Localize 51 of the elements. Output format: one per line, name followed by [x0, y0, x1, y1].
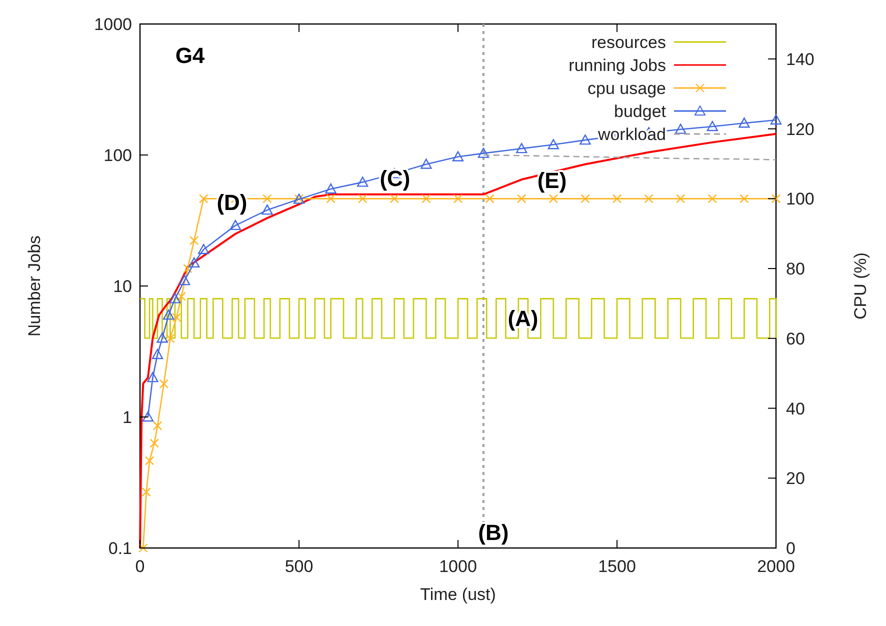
point [452, 151, 464, 162]
y2-tick-label: 60 [786, 329, 805, 348]
point [357, 176, 368, 187]
point [738, 118, 750, 128]
y-tick-label: 100 [104, 146, 132, 165]
x-tick-label: 1000 [439, 557, 477, 576]
legend-label: resources [591, 33, 666, 52]
y-tick-label: 10 [113, 277, 132, 296]
point [152, 348, 164, 360]
y2-axis-title: CPU (%) [851, 252, 870, 320]
x-axis-title: Time (ust) [420, 585, 496, 604]
x-tick-label: 500 [284, 557, 314, 576]
ref-line-label: (B) [478, 520, 509, 545]
point [147, 372, 158, 382]
y2-tick-label: 80 [786, 260, 805, 279]
point [770, 114, 782, 125]
y-tick-label: 1000 [94, 15, 132, 34]
annotation: (E) [537, 168, 567, 193]
y-axis-title: Number Jobs [25, 235, 44, 337]
point [580, 134, 591, 145]
point [516, 142, 528, 154]
annotation: G4 [175, 43, 206, 68]
legend-label: cpu usage [588, 79, 666, 98]
point [675, 124, 686, 134]
point [188, 257, 200, 268]
point [230, 220, 241, 230]
y2-tick-label: 120 [786, 120, 814, 139]
point [262, 204, 273, 215]
point [169, 293, 181, 304]
y-tick-label: 1 [122, 408, 132, 427]
legend-label: running Jobs [568, 56, 666, 75]
point [178, 274, 190, 286]
x-tick-label: 1500 [598, 557, 636, 576]
point [706, 120, 718, 132]
legend-label: budget [614, 102, 666, 121]
point [156, 332, 168, 343]
y2-tick-label: 100 [786, 190, 814, 209]
y2-tick-label: 0 [786, 539, 796, 558]
point [142, 411, 154, 422]
y2-tick-label: 40 [786, 399, 805, 418]
point [548, 139, 559, 150]
x-tick-label: 2000 [757, 557, 795, 576]
x-tick-label: 0 [135, 557, 145, 576]
y-tick-label: 0.1 [108, 539, 132, 558]
point [198, 244, 210, 254]
point [325, 183, 336, 194]
point [478, 148, 490, 158]
point [163, 309, 174, 320]
y2-tick-label: 20 [786, 469, 805, 488]
point [420, 158, 432, 169]
y2-tick-label: 140 [786, 50, 814, 69]
